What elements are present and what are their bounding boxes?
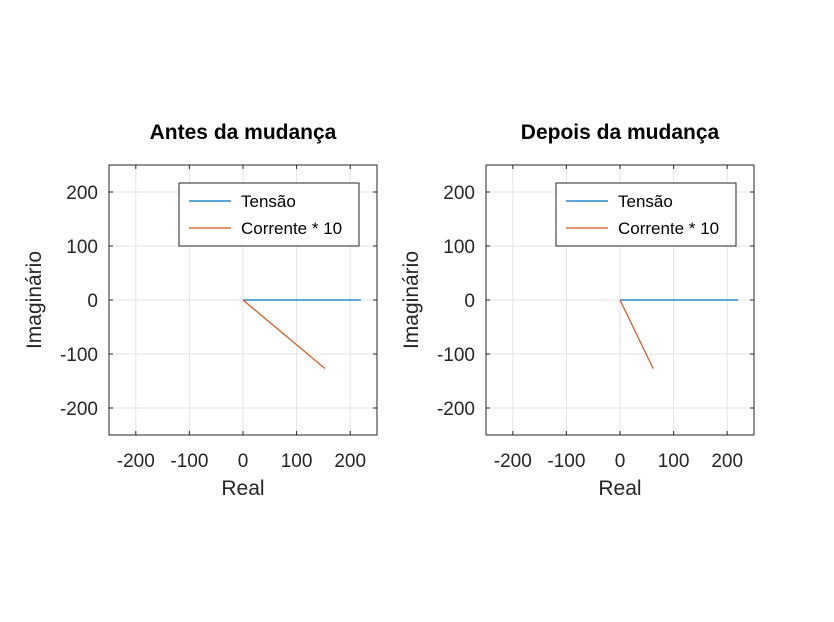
x-tick-label: 0: [615, 451, 626, 472]
x-tick-label: -200: [494, 451, 532, 472]
axes-box: [108, 164, 378, 436]
chart-panel-1: -200 -100 0 100 200 -200 -100 0 100 200 Antes da m…: [23, 121, 378, 500]
legend-box: [555, 182, 737, 247]
series-line-corrente: [242, 299, 326, 370]
y-tick-label: 100: [66, 237, 98, 258]
legend-box: [178, 182, 360, 247]
legend-label: Corrente * 10: [241, 219, 342, 238]
legend-label: Tensão: [241, 192, 296, 211]
legend-label: Corrente * 10: [618, 219, 719, 238]
x-tick-label: 200: [334, 451, 366, 472]
x-tick-label: 100: [658, 451, 690, 472]
legend: Tensão Corrente * 10: [178, 182, 360, 247]
axes-box: [485, 164, 755, 436]
y-tick-label: -200: [437, 399, 475, 420]
x-axis-label: Real: [221, 477, 264, 500]
x-axis-label: Real: [598, 477, 641, 500]
legend-label: Tensão: [618, 192, 673, 211]
x-tick-label: -100: [170, 451, 208, 472]
x-tick-label: -200: [117, 451, 155, 472]
y-tick-label: -100: [60, 345, 98, 366]
series-line-corrente: [619, 299, 654, 369]
x-tick-label: -100: [547, 451, 585, 472]
chart-title: Antes da mudança: [150, 121, 337, 144]
y-tick-label: 100: [443, 237, 475, 258]
y-axis-label: Imaginário: [23, 251, 46, 349]
y-tick-label: 200: [443, 183, 475, 204]
x-tick-label: 200: [711, 451, 743, 472]
y-axis-label: Imaginário: [400, 251, 423, 349]
y-tick-label: -100: [437, 345, 475, 366]
y-tick-label: 200: [66, 183, 98, 204]
y-tick-label: 0: [464, 291, 475, 312]
chart-panel-2: -200 -100 0 100 200 -200 -100 0 100 200 Depois da …: [400, 121, 755, 500]
x-tick-label: 0: [238, 451, 249, 472]
x-tick-label: 100: [281, 451, 313, 472]
chart-title: Depois da mudança: [521, 121, 720, 144]
y-tick-label: 0: [87, 291, 98, 312]
y-tick-label: -200: [60, 399, 98, 420]
legend: Tensão Corrente * 10: [555, 182, 737, 247]
